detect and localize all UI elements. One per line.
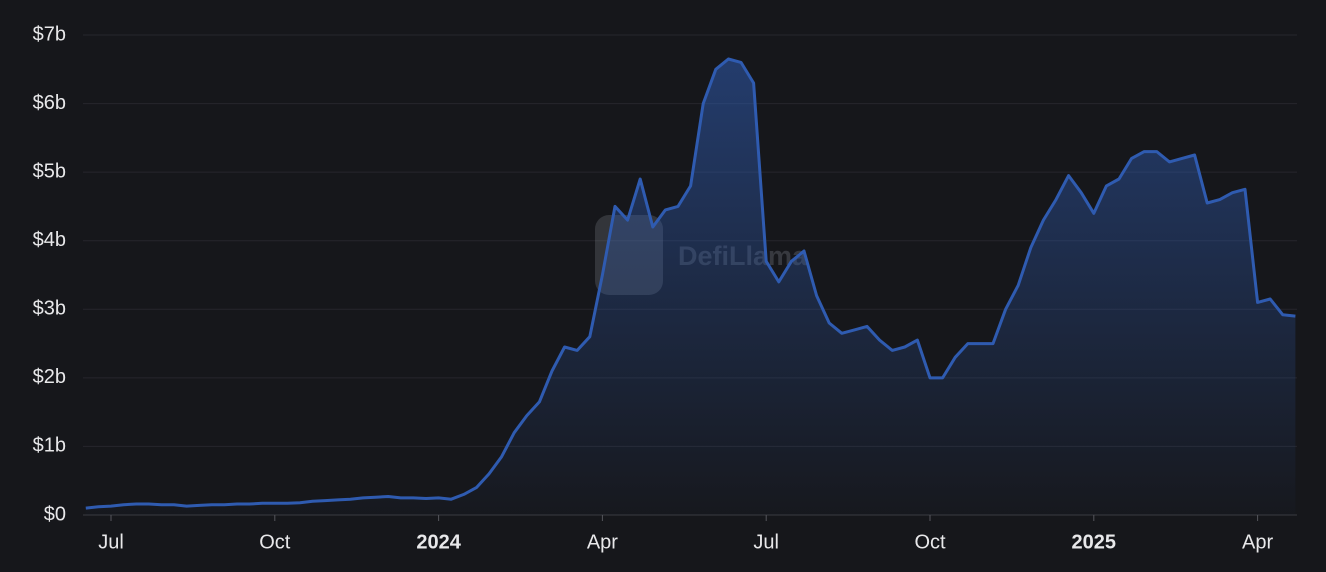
- x-tick-label: Jul: [753, 531, 779, 553]
- x-tick-label: Jul: [98, 531, 124, 553]
- y-tick-label: $3b: [33, 298, 66, 320]
- area-fill: [85, 59, 1296, 515]
- y-tick-label: $0: [44, 503, 66, 525]
- y-tick-label: $1b: [33, 435, 66, 457]
- x-tick-label: Oct: [259, 531, 291, 553]
- y-tick-label: $7b: [33, 23, 66, 45]
- x-tick-label: 2025: [1072, 531, 1117, 553]
- x-tick-label: Oct: [914, 531, 946, 553]
- y-tick-label: $5b: [33, 160, 66, 182]
- x-tick-label: Apr: [1242, 531, 1273, 553]
- x-tick-label: Apr: [587, 531, 618, 553]
- x-tick-label: 2024: [416, 531, 461, 553]
- y-tick-label: $4b: [33, 229, 66, 251]
- y-tick-label: $2b: [33, 366, 66, 388]
- line: [85, 57, 1296, 510]
- y-tick-label: $6b: [33, 92, 66, 114]
